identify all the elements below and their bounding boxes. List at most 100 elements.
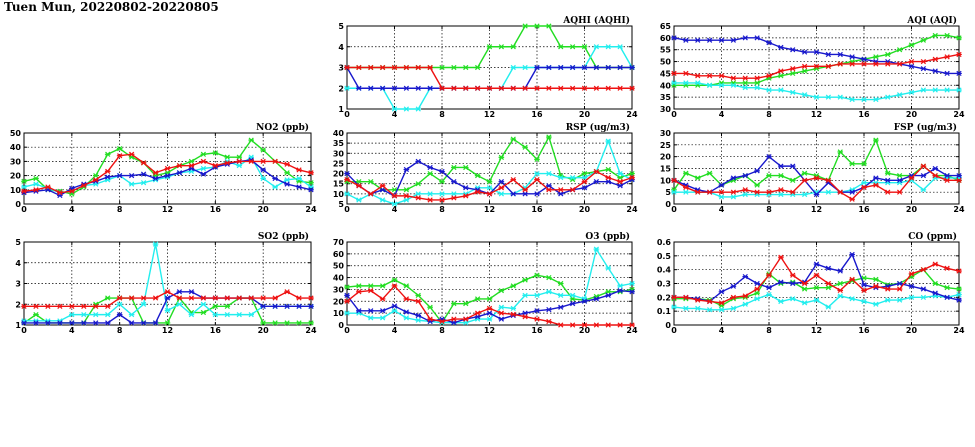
data-point-cyan [224, 312, 231, 318]
chart-title: NO2 (ppb) [256, 122, 309, 133]
data-point-red [248, 158, 255, 165]
x-tick-label: 4 [719, 110, 725, 119]
data-point-green [956, 35, 962, 41]
y-tick-label: 30 [660, 129, 672, 138]
data-point-green [415, 181, 422, 187]
data-point-blue [260, 303, 266, 309]
data-point-cyan [391, 308, 398, 314]
data-point-cyan [778, 191, 784, 198]
data-point-cyan [873, 96, 879, 103]
data-point-red [451, 195, 457, 201]
data-point-cyan [920, 187, 927, 193]
data-point-blue [367, 85, 374, 91]
data-point-blue [104, 174, 111, 180]
x-tick-label: 24 [305, 326, 317, 335]
data-point-cyan [908, 294, 915, 300]
data-point-green [778, 172, 784, 179]
data-point-blue [742, 273, 749, 280]
data-point-red [212, 163, 219, 169]
data-point-blue [284, 181, 290, 187]
data-point-cyan [605, 265, 612, 271]
data-point-red [849, 276, 855, 282]
data-point-blue [379, 187, 386, 193]
data-point-red [801, 177, 808, 183]
data-point-red [344, 64, 350, 71]
y-tick-label: 0.2 [657, 293, 671, 302]
x-tick-label: 16 [531, 326, 543, 335]
chart-title: AQI (AQI) [906, 15, 957, 26]
data-point-blue [498, 179, 505, 185]
data-point-red [451, 316, 457, 322]
data-point-blue [813, 191, 820, 198]
data-point-red [212, 295, 219, 301]
data-point-cyan [766, 87, 772, 93]
data-point-blue [356, 85, 362, 91]
data-point-red [236, 158, 243, 165]
data-point-red [581, 322, 588, 328]
data-point-red [474, 85, 481, 91]
data-point-blue [557, 191, 564, 197]
data-point-red [510, 177, 517, 183]
data-point-red [908, 271, 915, 277]
data-point-green [849, 161, 855, 167]
data-point-cyan [730, 305, 737, 312]
data-point-green [164, 320, 171, 326]
data-point-red [104, 303, 111, 309]
data-point-blue [730, 283, 737, 289]
data-point-red [474, 310, 481, 316]
data-point-blue [367, 308, 374, 314]
y-tick-label: 35 [660, 93, 672, 102]
data-point-green [200, 309, 207, 316]
data-point-red [629, 85, 635, 91]
data-point-red [944, 265, 950, 271]
data-point-blue [956, 172, 962, 179]
data-point-red [837, 287, 844, 294]
data-point-red [789, 189, 796, 195]
data-point-red [605, 175, 612, 181]
data-point-red [849, 61, 855, 67]
series-line-red [347, 66, 632, 89]
data-point-red [152, 170, 159, 176]
y-tick-label: 5 [15, 238, 21, 247]
data-point-red [730, 75, 737, 81]
data-point-red [825, 177, 832, 183]
data-point-red [873, 283, 879, 289]
x-tick-label: 0 [671, 110, 677, 119]
data-point-red [557, 322, 564, 328]
data-point-green [486, 179, 493, 185]
data-point-cyan [754, 85, 760, 91]
data-point-cyan [69, 312, 75, 318]
data-point-red [956, 177, 962, 183]
chart-title: AQHI (AQHI) [562, 15, 630, 26]
data-point-cyan [849, 96, 855, 103]
data-point-blue [308, 303, 314, 309]
data-point-red [694, 297, 701, 303]
x-tick-label: 20 [258, 326, 270, 335]
data-point-cyan [522, 64, 528, 71]
data-point-blue [932, 68, 939, 74]
data-point-cyan [718, 82, 725, 88]
x-tick-label: 8 [439, 205, 445, 214]
data-point-blue [605, 292, 612, 298]
data-point-blue [605, 179, 612, 185]
data-point-cyan [522, 292, 528, 298]
data-point-red [415, 64, 422, 71]
data-point-green [694, 175, 701, 181]
y-tick-label: 45 [660, 69, 672, 78]
data-point-blue [498, 316, 505, 322]
data-point-red [546, 187, 552, 193]
data-point-green [439, 179, 445, 185]
data-point-cyan [908, 89, 915, 96]
data-point-red [593, 168, 600, 175]
data-point-cyan [706, 307, 713, 313]
data-point-cyan [825, 94, 832, 100]
data-point-red [557, 85, 564, 91]
data-point-red [569, 322, 576, 328]
data-point-red [248, 295, 255, 301]
x-tick-label: 8 [439, 110, 445, 119]
x-tick-label: 20 [906, 326, 918, 335]
data-point-blue [569, 301, 576, 307]
chart-title: RSP (ug/m3) [566, 122, 630, 133]
data-point-red [593, 85, 600, 91]
data-point-green [873, 276, 879, 282]
